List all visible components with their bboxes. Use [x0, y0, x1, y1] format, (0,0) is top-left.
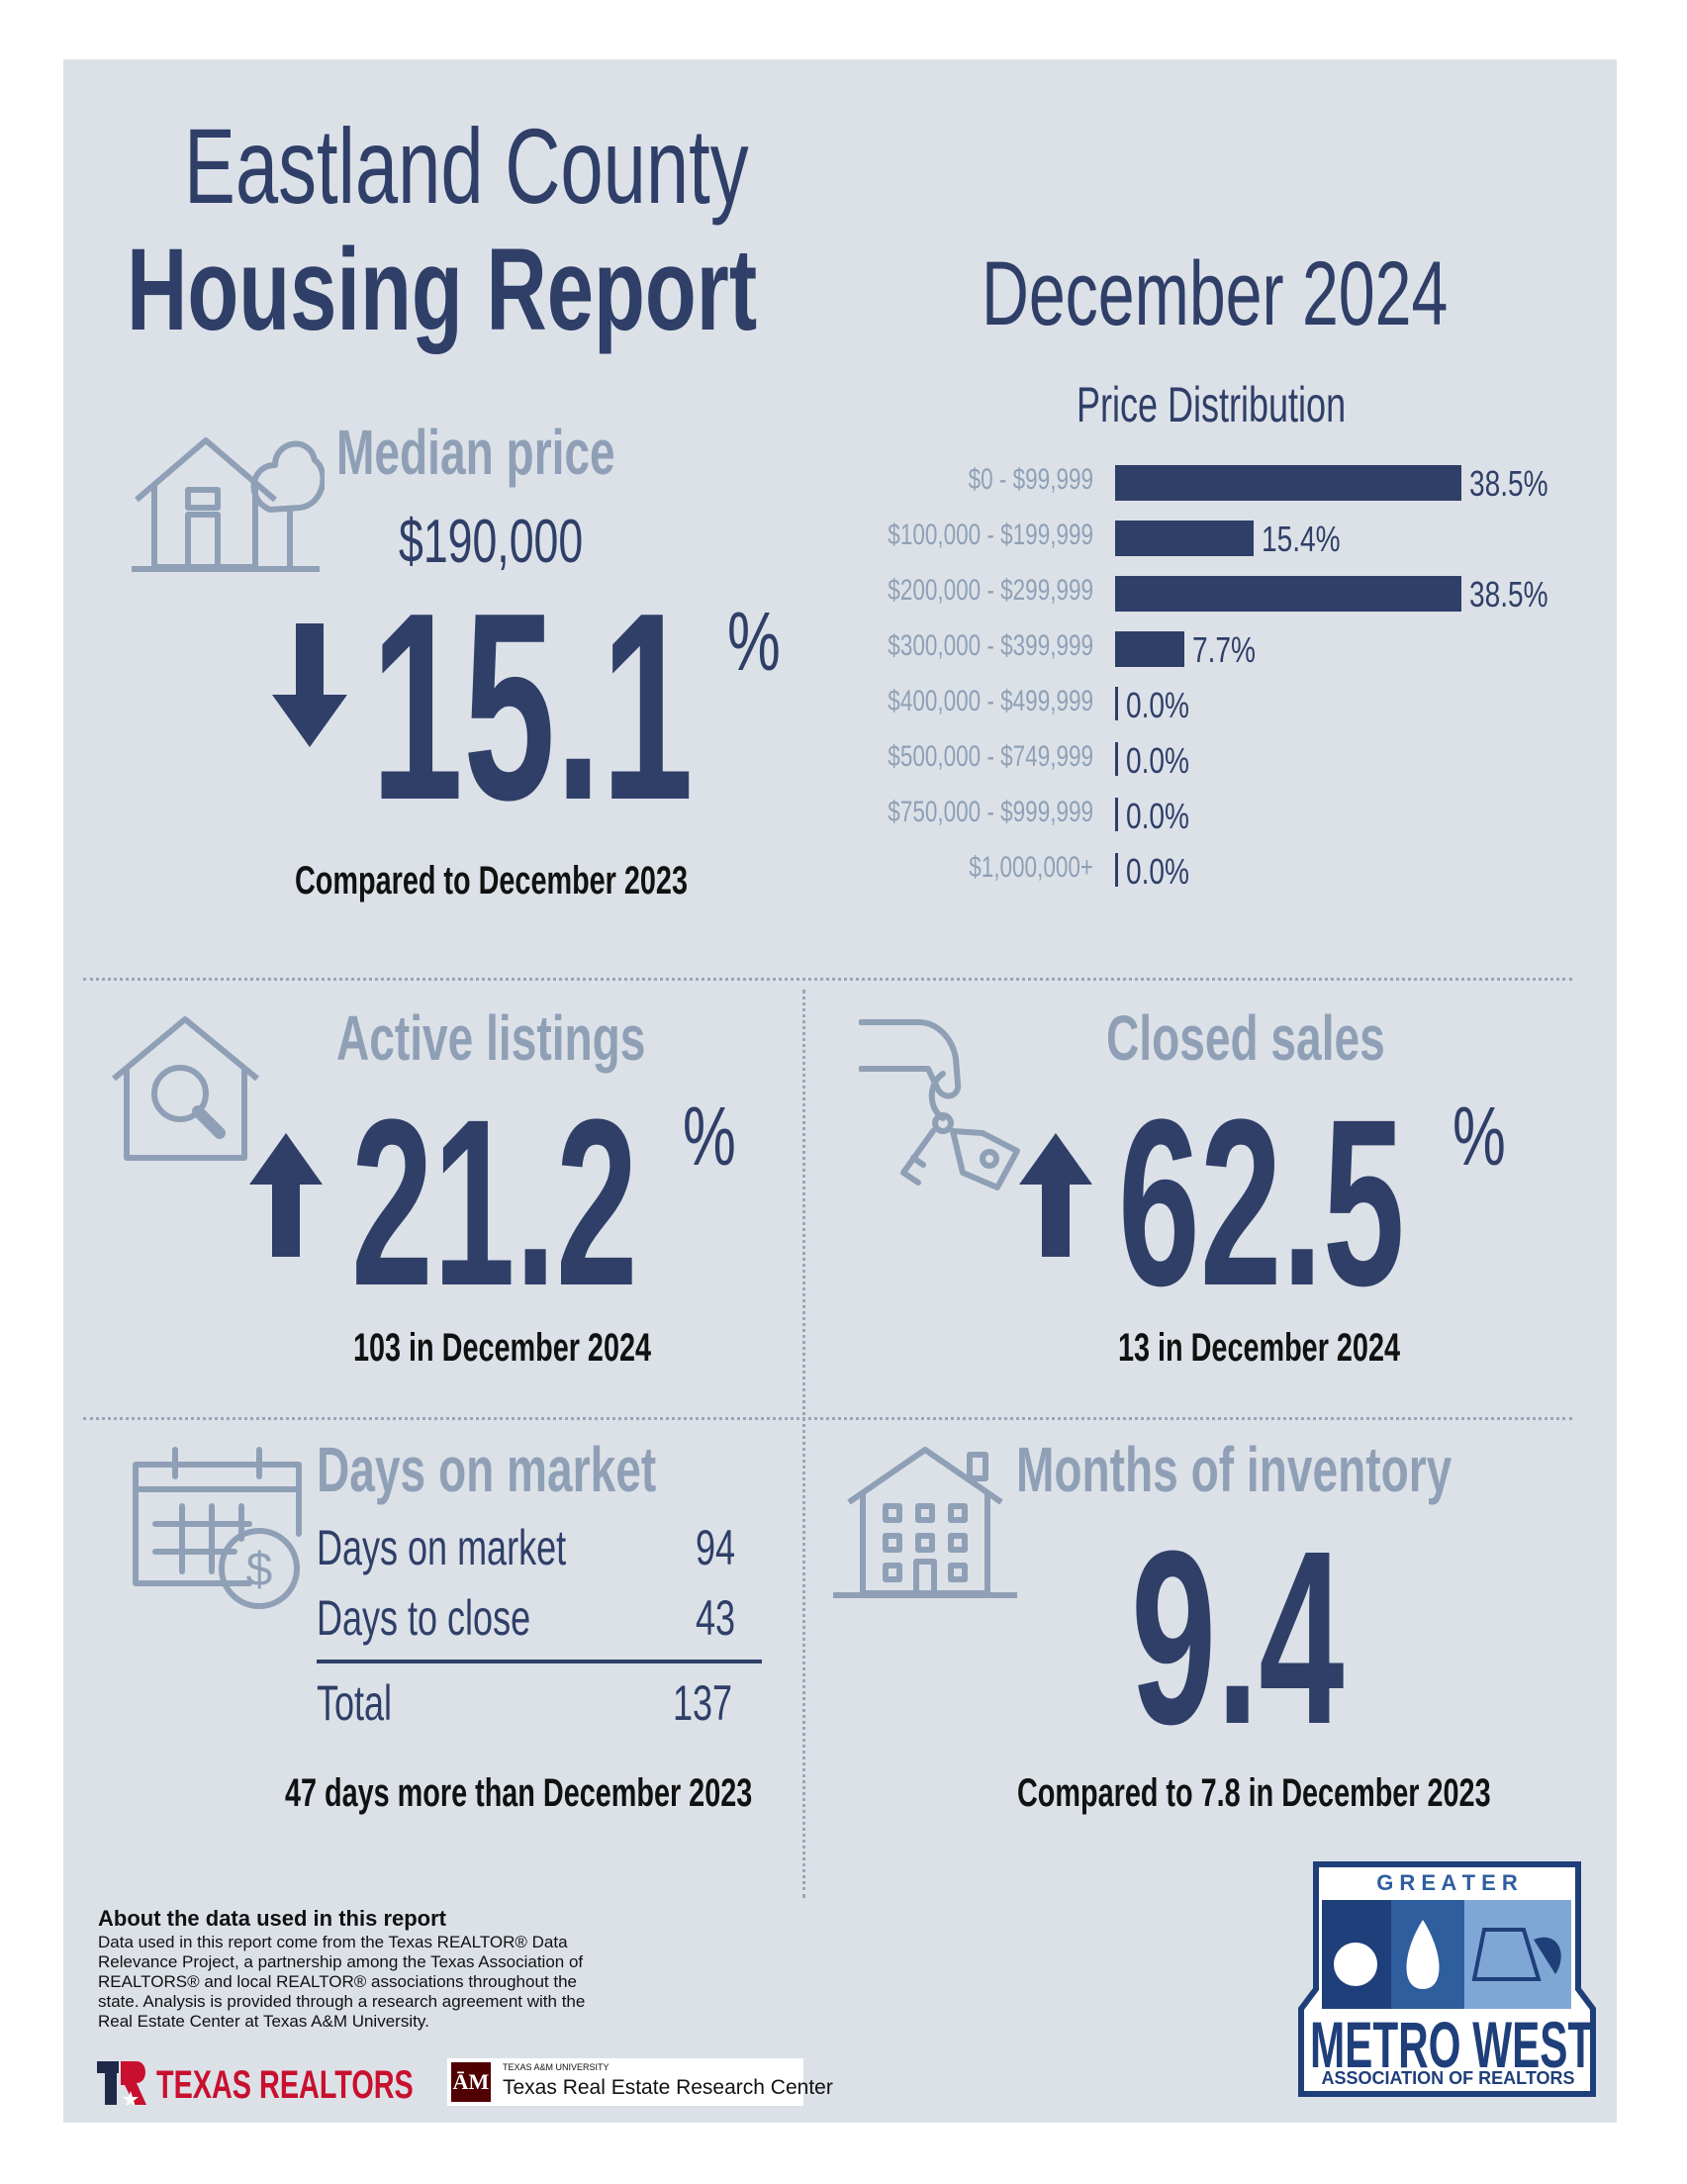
active-listings-change: 21.2: [351, 1070, 638, 1335]
building-icon: [833, 1447, 1017, 1598]
bar-category-label: $200,000 - $299,999: [888, 574, 1093, 607]
bar-category-label: $750,000 - $999,999: [888, 796, 1093, 828]
price-bar: [1115, 742, 1118, 776]
median-comparison: Compared to December 2023: [295, 859, 688, 902]
down-arrow-icon: [272, 623, 347, 747]
total-label: Total: [317, 1675, 393, 1731]
total-value: 137: [673, 1675, 733, 1731]
bar-value-label: 0.0%: [1126, 851, 1190, 892]
divider-middle: [83, 1417, 1572, 1420]
active-percent-sign: %: [683, 1090, 736, 1183]
bar-category-label: $100,000 - $199,999: [888, 519, 1093, 551]
close-row-label: Days to close: [317, 1590, 531, 1646]
tamu-logo: ĀM TEXAS A&M UNIVERSITY Texas Real Estat…: [447, 2058, 833, 2106]
median-percent-sign: %: [727, 595, 781, 688]
closed-sales-heading: Closed sales: [1106, 1002, 1385, 1074]
about-title: About the data used in this report: [98, 1906, 447, 1931]
bar-category-label: $0 - $99,999: [968, 463, 1093, 496]
closed-sales-change: 62.5: [1118, 1070, 1405, 1335]
price-bar: [1115, 687, 1118, 720]
median-price-heading: Median price: [336, 417, 615, 488]
house-tree-icon: [132, 437, 325, 572]
chart-title: Price Distribution: [1077, 377, 1347, 432]
price-bar: [1115, 798, 1118, 831]
bar-value-label: 0.0%: [1126, 740, 1190, 781]
report-panel: [63, 59, 1617, 2123]
report-month: December 2024: [982, 243, 1449, 344]
price-bar: [1115, 465, 1461, 501]
texas-realtors-logo: TEXAS REALTORS: [97, 2061, 423, 2107]
metro-top-text: G R E A T E R: [1376, 1870, 1518, 1895]
active-listings-detail: 103 in December 2024: [353, 1326, 651, 1370]
bar-value-label: 15.4%: [1262, 519, 1341, 559]
active-listings-heading: Active listings: [336, 1002, 646, 1074]
house-search-icon: [112, 1016, 259, 1161]
metro-sub-text: ASSOCIATION OF REALTORS: [1321, 2068, 1575, 2088]
dom-row-label: Days on market: [317, 1520, 567, 1575]
calendar-dollar-icon: $: [133, 1447, 302, 1609]
divider-top: [83, 978, 1572, 981]
price-bar: [1115, 631, 1184, 667]
close-row-value: 43: [696, 1590, 736, 1646]
median-price-change: 15.1: [371, 558, 694, 856]
bar-value-label: 38.5%: [1469, 463, 1548, 504]
hand-keys-icon: [859, 1019, 1020, 1190]
bar-category-label: $300,000 - $399,999: [888, 629, 1093, 662]
bar-value-label: 0.0%: [1126, 685, 1190, 725]
total-rule: [317, 1660, 762, 1663]
up-arrow-icon: [1019, 1133, 1092, 1257]
tamu-small-text: TEXAS A&M UNIVERSITY: [503, 2062, 609, 2072]
texas-realtors-text: TEXAS REALTORS: [156, 2063, 414, 2107]
dom-row-value: 94: [696, 1520, 736, 1575]
closed-percent-sign: %: [1453, 1090, 1506, 1183]
metro-west-logo: G R E A T E R METRO WEST ASSOCIATION OF …: [1296, 1860, 1598, 2098]
bar-value-label: 38.5%: [1469, 574, 1548, 615]
price-bar: [1115, 521, 1254, 556]
bar-category-label: $400,000 - $499,999: [888, 685, 1093, 717]
months-inventory-heading: Months of inventory: [1016, 1434, 1453, 1505]
price-bar: [1115, 576, 1461, 612]
median-price-value: $190,000: [399, 508, 584, 576]
divider-vertical: [802, 990, 805, 1898]
days-on-market-heading: Days on market: [317, 1434, 657, 1505]
about-text: Data used in this report come from the T…: [98, 1933, 586, 2031]
title-county: Eastland County: [184, 106, 749, 226]
tamu-center-text: Texas Real Estate Research Center: [503, 2076, 833, 2099]
metro-main-text: METRO WEST: [1310, 2008, 1594, 2081]
title-report: Housing Report: [127, 225, 758, 355]
up-arrow-icon: [249, 1133, 323, 1257]
svg-text:$: $: [246, 1544, 273, 1596]
bar-category-label: $1,000,000+: [969, 851, 1093, 884]
dom-comparison: 47 days more than December 2023: [285, 1771, 753, 1815]
bar-value-label: 0.0%: [1126, 796, 1190, 836]
closed-sales-detail: 13 in December 2024: [1118, 1326, 1400, 1370]
months-inventory-comparison: Compared to 7.8 in December 2023: [1017, 1771, 1491, 1815]
bar-category-label: $500,000 - $749,999: [888, 740, 1093, 773]
tamu-mark: ĀM: [451, 2062, 491, 2102]
price-bar: [1115, 853, 1118, 887]
months-inventory-value: 9.4: [1131, 1499, 1345, 1775]
bar-value-label: 7.7%: [1192, 629, 1257, 670]
